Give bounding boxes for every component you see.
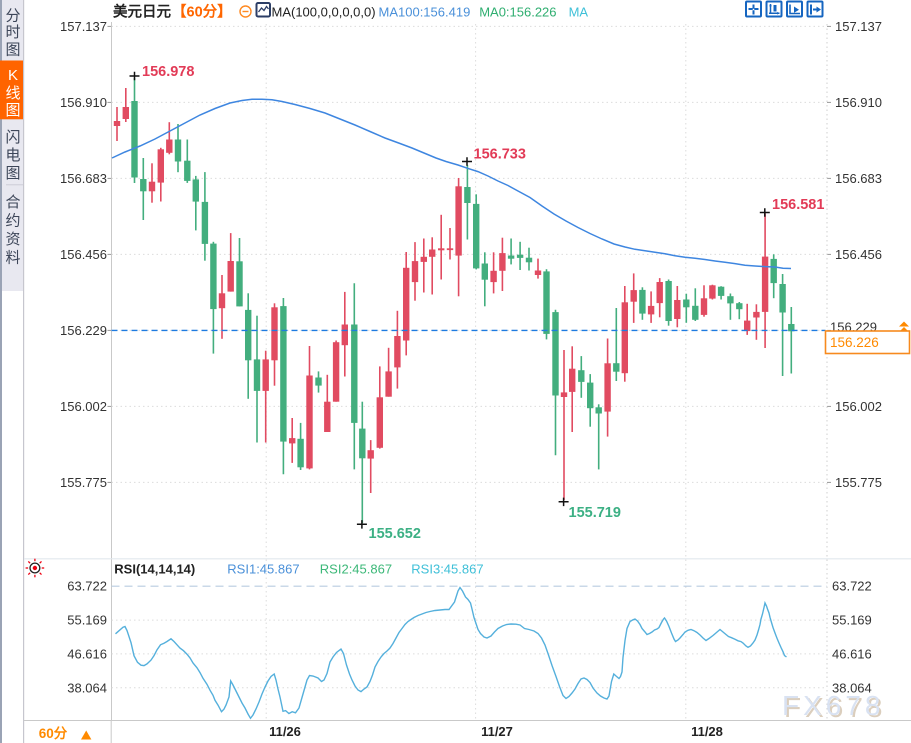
- svg-text:46.616: 46.616: [832, 646, 872, 661]
- svg-text:闪: 闪: [5, 129, 20, 146]
- svg-text:资: 资: [5, 231, 20, 248]
- svg-text:155.719: 155.719: [569, 505, 621, 521]
- svg-text:155.652: 155.652: [369, 526, 421, 542]
- svg-text:156.002: 156.002: [835, 399, 882, 414]
- svg-text:55.169: 55.169: [67, 613, 107, 628]
- svg-text:156.733: 156.733: [474, 147, 526, 163]
- svg-text:电: 电: [5, 147, 20, 164]
- svg-text:K: K: [8, 67, 18, 84]
- svg-text:FX678: FX678: [782, 690, 885, 721]
- svg-text:MA100:156.419: MA100:156.419: [379, 5, 471, 20]
- svg-text:MA: MA: [569, 5, 589, 20]
- svg-text:157.137: 157.137: [60, 19, 107, 34]
- svg-text:157.137: 157.137: [835, 19, 882, 34]
- svg-text:约: 约: [5, 212, 20, 229]
- svg-text:线: 线: [5, 85, 20, 102]
- svg-text:156.683: 156.683: [835, 171, 882, 186]
- svg-text:156.002: 156.002: [60, 399, 107, 414]
- svg-text:MA(100,0,0,0,0,0): MA(100,0,0,0,0,0): [272, 5, 376, 20]
- svg-text:156.910: 156.910: [835, 95, 882, 110]
- svg-text:RSI1:45.867: RSI1:45.867: [227, 562, 299, 577]
- svg-text:156.978: 156.978: [142, 64, 194, 80]
- svg-text:图: 图: [5, 102, 20, 119]
- svg-text:155.775: 155.775: [60, 475, 107, 490]
- svg-text:63.722: 63.722: [832, 579, 872, 594]
- svg-text:155.775: 155.775: [835, 475, 882, 490]
- svg-text:156.226: 156.226: [830, 335, 879, 350]
- svg-text:156.581: 156.581: [772, 197, 824, 213]
- svg-text:156.456: 156.456: [60, 247, 107, 262]
- svg-text:46.616: 46.616: [67, 646, 107, 661]
- svg-text:156.229: 156.229: [60, 323, 107, 338]
- svg-text:156.456: 156.456: [835, 247, 882, 262]
- svg-text:合: 合: [5, 194, 20, 211]
- svg-text:156.683: 156.683: [60, 171, 107, 186]
- svg-text:RSI3:45.867: RSI3:45.867: [411, 562, 483, 577]
- svg-text:MA0:156.226: MA0:156.226: [479, 5, 556, 20]
- svg-text:11/26: 11/26: [269, 724, 301, 739]
- svg-text:60分: 60分: [39, 726, 68, 741]
- svg-text:63.722: 63.722: [67, 579, 107, 594]
- svg-text:RSI(14,14,14): RSI(14,14,14): [114, 562, 195, 577]
- svg-text:美元日元: 美元日元: [113, 3, 171, 21]
- svg-text:55.169: 55.169: [832, 613, 872, 628]
- svg-text:RSI2:45.867: RSI2:45.867: [320, 562, 392, 577]
- svg-text:时: 时: [5, 24, 20, 41]
- svg-text:料: 料: [5, 249, 20, 266]
- svg-text:FX678: FX678: [784, 692, 887, 723]
- svg-text:【60分】: 【60分】: [172, 4, 232, 21]
- svg-text:38.064: 38.064: [67, 680, 107, 695]
- svg-text:分: 分: [5, 7, 20, 24]
- svg-text:11/28: 11/28: [691, 724, 723, 739]
- svg-text:图: 图: [5, 165, 20, 182]
- svg-text:156.910: 156.910: [60, 95, 107, 110]
- svg-text:图: 图: [5, 41, 20, 58]
- svg-text:38.064: 38.064: [832, 680, 872, 695]
- svg-text:11/27: 11/27: [481, 724, 513, 739]
